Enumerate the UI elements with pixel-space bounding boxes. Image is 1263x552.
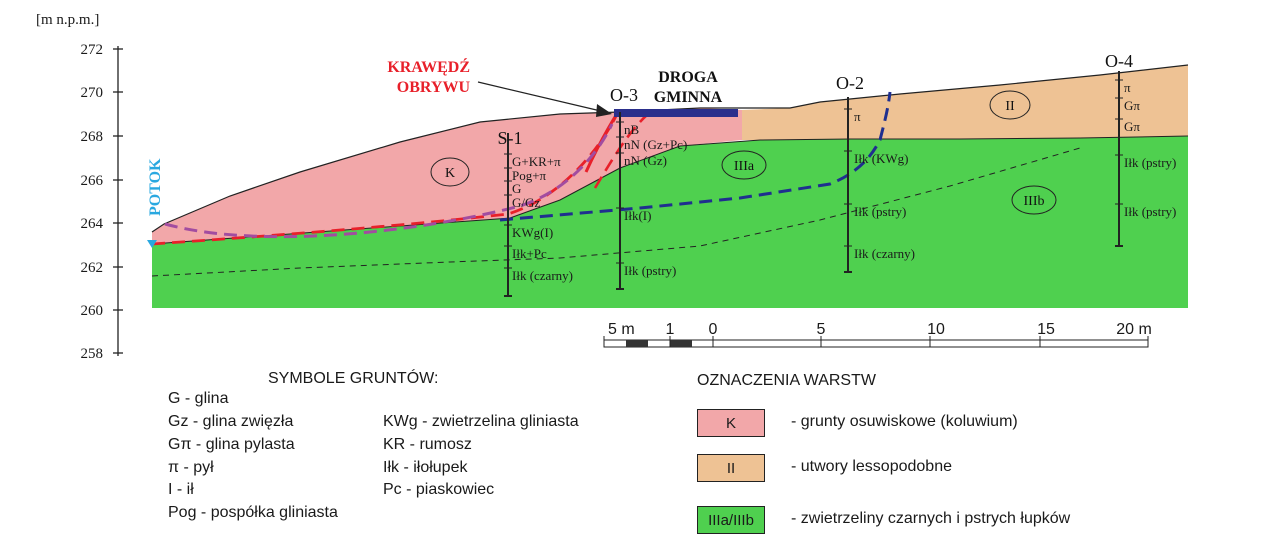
water-level-icon — [147, 240, 157, 248]
y-tick-label: 264 — [81, 216, 104, 232]
borehole-layer-label: KWg(I) — [512, 225, 553, 240]
y-axis: 272 270 268 266 264 262 260 258 — [81, 42, 123, 362]
zone-label-k-text: K — [445, 166, 455, 181]
soil-symbol-entry: KWg - zwietrzelina gliniasta — [383, 413, 579, 430]
road — [614, 109, 738, 117]
scale-bar-label: 15 — [1037, 321, 1055, 338]
borehole-layer-label: nN (Gz+Pc) — [624, 137, 687, 152]
zone-label-ii-text: II — [1005, 99, 1015, 114]
boundary-colluvium-base — [151, 135, 1189, 245]
borehole-layer-label: G — [512, 181, 521, 196]
y-tick-label: 272 — [81, 42, 104, 58]
borehole-layer-label: Iłk (pstry) — [854, 204, 906, 219]
borehole-name: O-3 — [610, 85, 638, 105]
layer-legend-title: OZNACZENIA WARSTW — [697, 372, 876, 389]
soil-symbol-entry: G - glina — [168, 390, 229, 407]
scarp-label-line1: KRAWĘDŹ — [387, 57, 470, 76]
soil-symbols-title: SYMBOLE GRUNTÓW: — [268, 370, 439, 387]
legend-desc-k: - grunty osuwiskowe (koluwium) — [791, 413, 1018, 430]
borehole-layer-label: Iłk (pstry) — [1124, 155, 1176, 170]
soil-symbol-entry: Gz - glina zwięzła — [168, 413, 294, 430]
borehole-layer-label: Iłk (czarny) — [854, 246, 915, 261]
borehole-name: O-4 — [1105, 51, 1133, 71]
borehole-layer-label: Gπ — [1124, 119, 1140, 134]
road-label-line1: DROGA — [658, 69, 718, 86]
scale-bar-label: 1 — [666, 321, 675, 338]
borehole-layer-label: Iłk (czarny) — [512, 268, 573, 283]
borehole-layer-label: Pog+π — [512, 168, 547, 183]
borehole-layer-label: π — [854, 109, 861, 124]
y-tick-label: 266 — [81, 173, 104, 189]
scale-bar: 5 m 1 0 5 10 15 20 m — [603, 321, 1152, 348]
legend-swatch-ii: II — [697, 454, 765, 482]
legend-swatch-k: K — [697, 409, 765, 437]
borehole-layer-label: π — [1124, 80, 1131, 95]
layer-loess — [742, 65, 1188, 140]
y-tick-label: 260 — [81, 303, 104, 319]
scale-bar-segment — [670, 340, 692, 347]
borehole-layer-label: Iłk (pstry) — [1124, 204, 1176, 219]
zone-label-iiib: IIIb — [1011, 185, 1057, 215]
borehole-o-4: O-4 π Gπ Gπ Iłk (pstry) Iłk (pstry) — [1105, 51, 1176, 247]
soil-symbol-entry: Gπ - glina pylasta — [168, 436, 295, 453]
scarp-pointer-arrowhead — [596, 104, 612, 117]
borehole-layer-label: nB — [624, 122, 640, 137]
soil-symbol-entry: Pc - piaskowiec — [383, 481, 495, 498]
borehole-layer-label: G+KR+π — [512, 154, 561, 169]
borehole-layer-label: nN (Gz) — [624, 153, 667, 168]
zone-label-iiia-text: IIIa — [734, 159, 755, 174]
soil-symbol-entry: I - ił — [168, 481, 194, 498]
scale-bar-label: 20 m — [1116, 321, 1152, 338]
boundary-dashed-shale — [151, 147, 1081, 277]
legend-desc-iii: - zwietrzeliny czarnych i pstrych łupków — [791, 510, 1071, 527]
zone-label-iiib-text: IIIb — [1024, 194, 1045, 209]
scale-bar-label: 5 — [817, 321, 826, 338]
borehole-layer-label: Iłk+Pc — [512, 246, 547, 261]
y-axis-unit: [m n.p.m.] — [36, 12, 99, 28]
borehole-name: S-1 — [497, 128, 522, 148]
slip-surface-navy — [499, 91, 892, 222]
borehole-layer-label: G/Gz — [512, 195, 540, 210]
layer-colluvium — [152, 108, 742, 244]
scale-bar-label: 5 m — [608, 321, 635, 338]
slip-surface-purple — [164, 123, 614, 239]
scarp-pointer-line — [477, 81, 606, 113]
y-tick-label: 258 — [81, 346, 104, 362]
road-label-line2: GMINNA — [654, 89, 723, 106]
scale-bar-segment — [626, 340, 648, 347]
legend-desc-ii: - utwory lessopodobne — [791, 458, 952, 475]
slip-surface-red-main — [151, 111, 620, 246]
potok-label: POTOK — [147, 158, 164, 216]
legend-swatch-iii: IIIa/IIIb — [697, 506, 765, 534]
y-tick-label: 268 — [81, 129, 104, 145]
y-tick-label: 262 — [81, 260, 104, 276]
layer-green-shale — [152, 136, 1188, 308]
borehole-layer-label: Iłk (KWg) — [854, 151, 909, 166]
y-tick-label: 270 — [81, 85, 104, 101]
soil-symbol-entry: Pog - pospółka gliniasta — [168, 504, 338, 521]
soil-symbol-entry: Iłk - iłołupek — [383, 459, 468, 476]
zone-label-ii: II — [989, 90, 1031, 120]
scale-bar-label: 0 — [709, 321, 718, 338]
scarp-label-line2: OBRYWU — [397, 79, 471, 96]
soil-symbol-entry: KR - rumosz — [383, 436, 472, 453]
zone-label-iiia: IIIa — [721, 150, 767, 180]
scale-bar-label: 10 — [927, 321, 945, 338]
borehole-layer-label: Gπ — [1124, 98, 1140, 113]
borehole-name: O-2 — [836, 73, 864, 93]
borehole-o-2: O-2 π Iłk (KWg) Iłk (pstry) Iłk (czarny) — [836, 73, 915, 273]
borehole-layer-label: Iłk(I) — [624, 208, 651, 223]
borehole-layer-label: Iłk (pstry) — [624, 263, 676, 278]
soil-symbol-entry: π - pył — [168, 459, 214, 476]
zone-label-k: K — [430, 157, 470, 187]
